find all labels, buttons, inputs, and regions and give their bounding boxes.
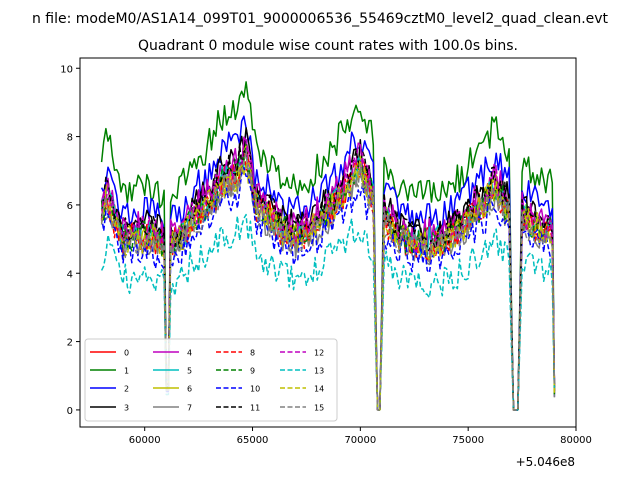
- series-line-15: [100, 149, 556, 411]
- legend-label-11: 11: [250, 404, 260, 413]
- y-tick-label: 6: [67, 201, 73, 212]
- x-axis: 60000 65000 70000 75000 80000: [129, 427, 592, 446]
- series-line-10: [100, 166, 556, 411]
- plot-frame: [79, 57, 577, 428]
- legend-label-10: 10: [250, 385, 260, 394]
- legend-label-7: 7: [187, 404, 192, 413]
- legend-label-13: 13: [314, 367, 324, 376]
- y-tick-label: 8: [67, 133, 73, 144]
- chart-title: Quadrant 0 module wise count rates with …: [138, 38, 518, 54]
- legend-box: [84, 338, 338, 422]
- x-tick-label: 60000: [129, 435, 161, 446]
- legend-label-0: 0: [124, 349, 129, 358]
- y-tick-label: 4: [67, 269, 73, 280]
- x-tick-label: 70000: [344, 435, 376, 446]
- y-axis: 0 2 4 6 8 10: [60, 64, 80, 417]
- x-offset-label: +5.046e8: [516, 455, 575, 469]
- x-tick-label: 65000: [237, 435, 269, 446]
- series-line-1: [100, 81, 556, 411]
- legend-label-8: 8: [250, 349, 255, 358]
- legend-label-1: 1: [124, 367, 129, 376]
- legend-label-5: 5: [187, 367, 192, 376]
- series-line-6: [100, 144, 556, 411]
- legend-label-12: 12: [314, 349, 324, 358]
- series-line-9: [100, 142, 556, 411]
- legend-label-15: 15: [314, 404, 324, 413]
- legend-label-6: 6: [187, 385, 192, 394]
- x-tick-label: 75000: [452, 435, 484, 446]
- legend-label-4: 4: [187, 349, 192, 358]
- y-tick-label: 0: [67, 406, 73, 417]
- series-layer: [100, 81, 556, 411]
- figure-suptitle: n file: modeM0/AS1A14_099T01_9000006536_…: [32, 11, 609, 27]
- x-tick-label: 80000: [560, 435, 592, 446]
- series-line-13: [100, 213, 556, 411]
- legend-label-3: 3: [124, 404, 129, 413]
- y-tick-label: 10: [60, 64, 73, 75]
- legend-label-14: 14: [314, 385, 324, 394]
- y-tick-label: 2: [67, 338, 73, 349]
- legend-label-9: 9: [250, 367, 255, 376]
- legend-label-2: 2: [124, 385, 129, 394]
